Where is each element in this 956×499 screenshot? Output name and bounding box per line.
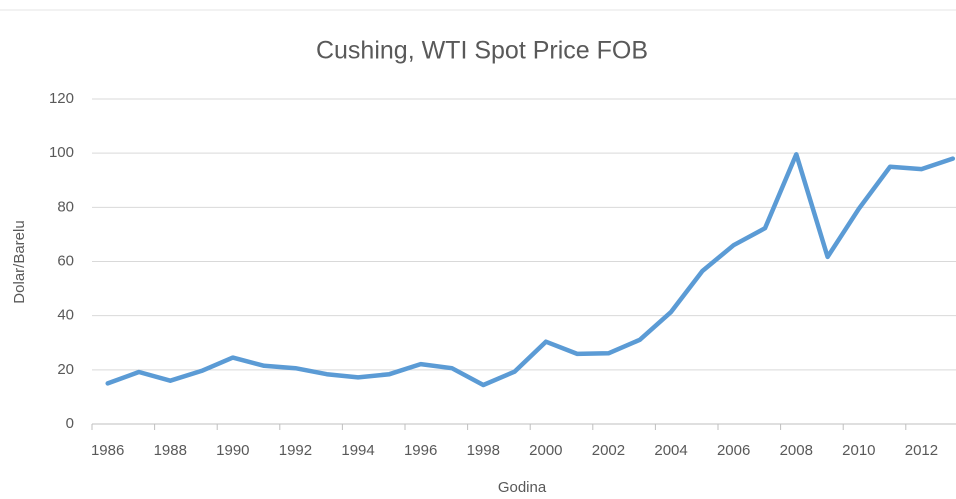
x-tick-label: 2006 <box>717 442 750 459</box>
x-tick-label: 2000 <box>529 442 562 459</box>
x-tick-label: 2012 <box>905 442 938 459</box>
x-tick-label: 1988 <box>154 442 187 459</box>
x-tick-label: 2010 <box>842 442 875 459</box>
x-tick-label: 2004 <box>654 442 687 459</box>
y-tick-label: 40 <box>57 307 74 324</box>
data-line <box>105 152 956 388</box>
x-tick-label: 2002 <box>592 442 625 459</box>
x-tick-label: 1994 <box>341 442 374 459</box>
x-tick-label: 1998 <box>467 442 500 459</box>
x-tick-label: 1996 <box>404 442 437 459</box>
y-tick-label: 20 <box>57 361 74 378</box>
y-tick-label: 120 <box>49 90 74 107</box>
y-tick-label: 0 <box>66 415 74 432</box>
x-tick-label: 1986 <box>91 442 124 459</box>
y-axis-label: Dolar/Barelu <box>11 220 28 303</box>
x-tick-label: 2008 <box>780 442 813 459</box>
y-tick-label: 80 <box>57 198 74 215</box>
chart-title: Cushing, WTI Spot Price FOB <box>316 37 648 65</box>
y-tick-label: 60 <box>57 252 74 269</box>
y-tick-label: 100 <box>49 144 74 161</box>
x-tick-label: 1992 <box>279 442 312 459</box>
x-axis-label: Godina <box>498 479 547 496</box>
x-tick-label: 1990 <box>216 442 249 459</box>
